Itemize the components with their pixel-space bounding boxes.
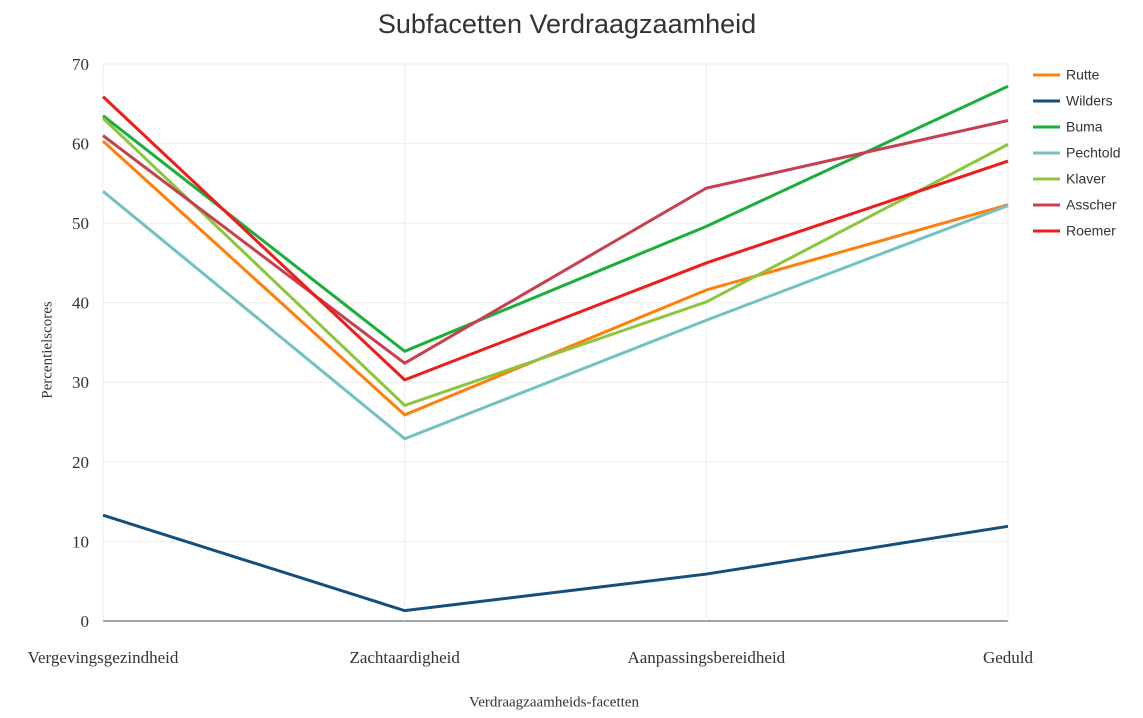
legend-label: Pechtold [1066,145,1120,161]
line-series [102,190,1009,441]
line-series [102,119,1009,365]
line-series [101,117,1009,408]
y-tick-label: 50 [72,214,89,233]
legend-label: Klaver [1066,171,1106,187]
line-series [102,84,1009,353]
y-tick-label: 60 [72,134,89,153]
legend-label: Rutte [1066,67,1100,83]
line-series [101,140,1009,417]
x-tick-label: Zachtaardigheid [349,648,460,667]
x-axis-title: Verdraagzaamheids-facetten [469,694,639,710]
y-tick-label: 30 [72,373,89,392]
legend-label: Asscher [1066,197,1117,213]
y-axis-title: Percentielscores [39,301,55,399]
x-tick-label: Vergevingsgezindheid [28,648,179,667]
y-tick-label: 0 [81,612,90,631]
legend-label: Roemer [1066,223,1116,239]
line-series [102,513,1009,613]
legend-label: Buma [1066,119,1103,135]
legend-label: Wilders [1066,93,1113,109]
x-tick-label: Aanpassingsbereidheid [627,648,785,667]
y-tick-label: 70 [72,55,89,74]
y-tick-label: 20 [72,453,89,472]
y-tick-label: 10 [72,532,89,551]
y-tick-label: 40 [72,294,89,313]
line-series [101,95,1009,382]
x-tick-label: Geduld [983,648,1034,667]
chart-title: Subfacetten Verdraagzaamheid [378,9,756,39]
